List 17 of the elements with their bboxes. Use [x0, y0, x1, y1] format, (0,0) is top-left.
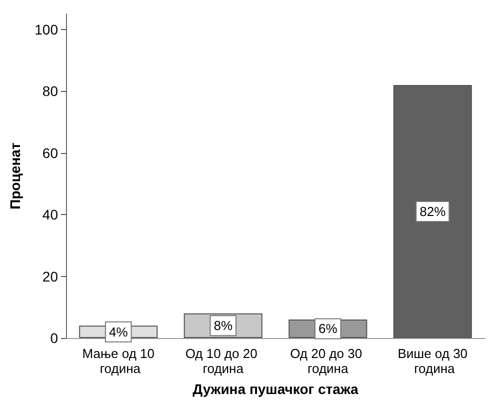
- bar: [393, 84, 472, 338]
- y-tick-label: 80: [42, 83, 58, 100]
- data-label: 6%: [318, 321, 338, 336]
- y-tick-label: 40: [42, 206, 58, 223]
- y-tick-label: 0: [50, 330, 58, 346]
- x-tick-label: Од 20 до 30 година: [290, 346, 366, 376]
- data-label: 8%: [214, 318, 233, 334]
- y-tick-label: 20: [42, 268, 58, 284]
- data-label: 82%: [420, 204, 446, 219]
- y-tick-label: 100: [34, 21, 58, 38]
- x-tick-label: Више од 30 година: [398, 346, 468, 376]
- y-axis-title: Проценат: [7, 142, 23, 210]
- data-label: 4%: [108, 324, 128, 340]
- x-axis-title: Дужина пушачког стажа: [192, 381, 359, 397]
- x-tick-label: Од 10 до 20 година: [185, 346, 261, 376]
- y-tick-label: 60: [42, 144, 58, 161]
- x-tick-label: Мање од 10 година: [82, 346, 154, 376]
